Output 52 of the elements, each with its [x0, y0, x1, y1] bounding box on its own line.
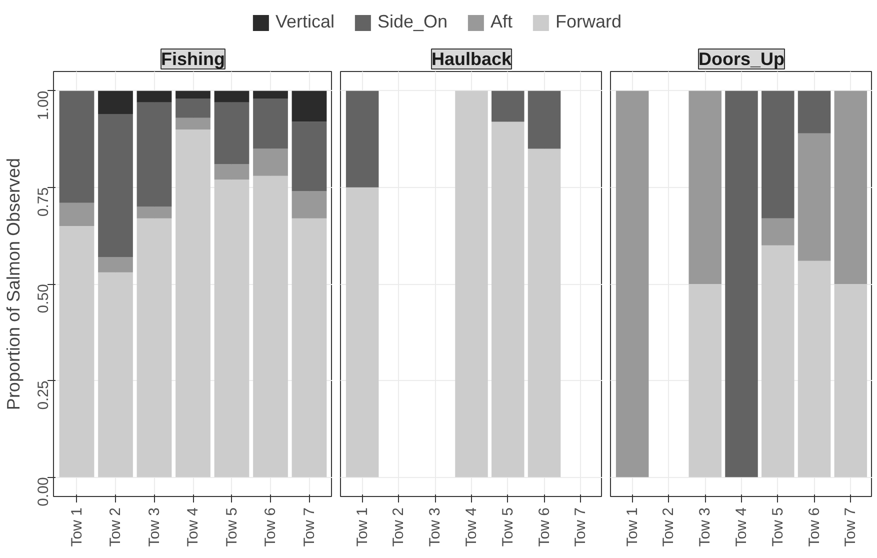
- bar: [688, 284, 722, 478]
- chart-title: Doors_Up: [698, 49, 785, 69]
- legend-label: Vertical: [275, 12, 334, 32]
- bar: [492, 122, 524, 478]
- x-tick-label: Tow 7: [842, 507, 860, 547]
- bar: [492, 90, 524, 122]
- bar: [725, 90, 758, 478]
- bar: [528, 90, 561, 149]
- bar: [455, 90, 488, 478]
- x-tick-label: Tow 4: [184, 507, 202, 547]
- x-tick-label: Tow 2: [107, 507, 124, 547]
- x-tick-label: Tow 6: [536, 507, 553, 547]
- x-tick-label: Tow 3: [146, 507, 163, 547]
- bar: [834, 284, 868, 478]
- y-tick-label: 0.00: [35, 477, 52, 506]
- bar: [762, 218, 794, 246]
- bar: [616, 90, 649, 478]
- legend-label: Aft: [490, 12, 513, 32]
- x-tick-label: Tow 4: [463, 507, 480, 547]
- x-tick-label: Tow 1: [68, 507, 86, 547]
- bar: [346, 90, 379, 188]
- bar: [688, 90, 722, 284]
- bar: [762, 245, 794, 478]
- y-tick-label: 0.25: [35, 380, 52, 410]
- x-tick-label: Tow 7: [572, 507, 590, 547]
- x-tick-label: Tow 2: [660, 507, 678, 547]
- bar: [834, 90, 868, 284]
- x-tick-label: Tow 1: [624, 507, 641, 547]
- y-tick-label: 0.75: [35, 187, 52, 217]
- bar: [762, 90, 794, 218]
- bar: [798, 133, 831, 261]
- x-tick-label: Tow 3: [426, 507, 444, 547]
- y-tick-label: 0.50: [35, 284, 52, 314]
- x-tick-label: Tow 5: [769, 507, 786, 547]
- legend-label: Side_On: [377, 12, 448, 32]
- x-tick-label: Tow 3: [696, 507, 714, 547]
- bar: [528, 148, 561, 478]
- x-tick-label: Tow 4: [733, 507, 750, 547]
- x-tick-label: Tow 6: [806, 507, 823, 547]
- x-tick-label: Tow 5: [223, 507, 240, 547]
- bar: [798, 90, 831, 134]
- x-tick-label: Tow 7: [300, 507, 318, 547]
- bar: [346, 187, 379, 478]
- y-axis-title: Proportion of Salmon Observed: [4, 158, 24, 410]
- bar: [798, 260, 831, 478]
- x-tick-label: Tow 5: [499, 507, 516, 547]
- x-tick-label: Tow 1: [354, 507, 371, 547]
- legend-label: Forward: [556, 12, 622, 32]
- chart-title: Fishing: [161, 49, 226, 69]
- x-tick-label: Tow 6: [262, 507, 279, 547]
- x-tick-label: Tow 2: [390, 507, 408, 547]
- y-tick-label: 1.00: [35, 90, 52, 120]
